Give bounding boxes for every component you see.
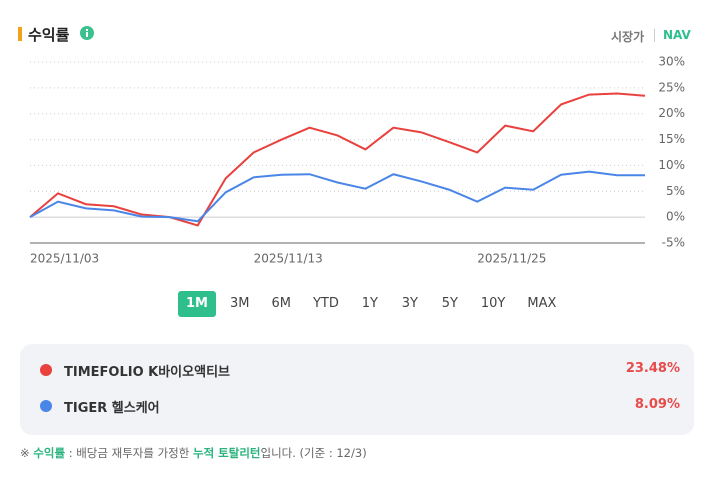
series-return: 8.09% (634, 397, 680, 412)
footnote-part: 입니다. (기준 : 12/3) (260, 446, 367, 460)
y-tick-label: 20% (658, 106, 685, 120)
y-tick-label: -5% (662, 236, 685, 250)
period-button[interactable]: MAX (527, 296, 557, 311)
legend-dot (40, 364, 52, 376)
period-button[interactable]: 5Y (441, 296, 458, 311)
x-tick-label: 2025/11/25 (477, 252, 546, 266)
tab[interactable]: 시장가 (611, 30, 645, 44)
period-button[interactable]: 1M (178, 291, 216, 317)
series-line (29, 170, 646, 223)
footnote-part: 수익률 (33, 446, 66, 460)
period-button[interactable]: 10Y (480, 296, 506, 311)
summary-row: TIGER 헬스케어 8.09% (20, 396, 694, 416)
x-tick-label: 2025/11/13 (254, 252, 323, 266)
tab-divider (654, 29, 655, 42)
legend-dot (40, 400, 52, 412)
summary-box: TIMEFOLIO K바이오액티브 23.48% TIGER 헬스케어 8.09% (20, 344, 694, 435)
section-title: 수익률 (28, 26, 70, 44)
period-button[interactable]: 6M (271, 296, 291, 311)
y-tick-label: 0% (666, 210, 685, 224)
series-line (29, 92, 646, 227)
series-return: 23.48% (625, 361, 680, 376)
period-button[interactable]: 3M (229, 296, 250, 311)
y-tick-label: 15% (658, 132, 685, 146)
x-tick-label: 2025/11/03 (30, 252, 99, 266)
tab-active[interactable]: NAV (663, 28, 691, 42)
period-button[interactable]: 1Y (361, 296, 378, 311)
footnote: ※ 수익률 : 배당금 재투자를 가정한 누적 토탈리턴입니다. (기준 : 1… (20, 445, 367, 461)
y-tick-label: 10% (658, 158, 685, 172)
series-name: TIMEFOLIO K바이오액티브 (64, 365, 230, 380)
title-marker (18, 27, 22, 41)
y-tick-label: 30% (658, 55, 685, 69)
y-tick-label: 5% (666, 184, 685, 198)
period-button[interactable]: 3Y (401, 296, 418, 311)
y-tick-label: 25% (658, 80, 685, 94)
footnote-part: 누적 토탈리턴 (193, 446, 261, 460)
footnote-part: ※ (20, 446, 34, 460)
summary-row: TIMEFOLIO K바이오액티브 23.48% (20, 360, 694, 380)
chart: -5% 0% 5% 10% 15% 20% 25% 30% 2025/11/03 2025/11/… (29, 55, 685, 266)
period-selector: 1M 3M 6M YTD 1Y 3Y 5Y 10Y MAX (178, 291, 564, 317)
period-button[interactable]: YTD (312, 296, 339, 311)
footnote-part: : 배당금 재투자를 가정한 (65, 446, 193, 460)
series-name: TIGER 헬스케어 (64, 401, 160, 416)
info-icon[interactable] (79, 25, 95, 41)
